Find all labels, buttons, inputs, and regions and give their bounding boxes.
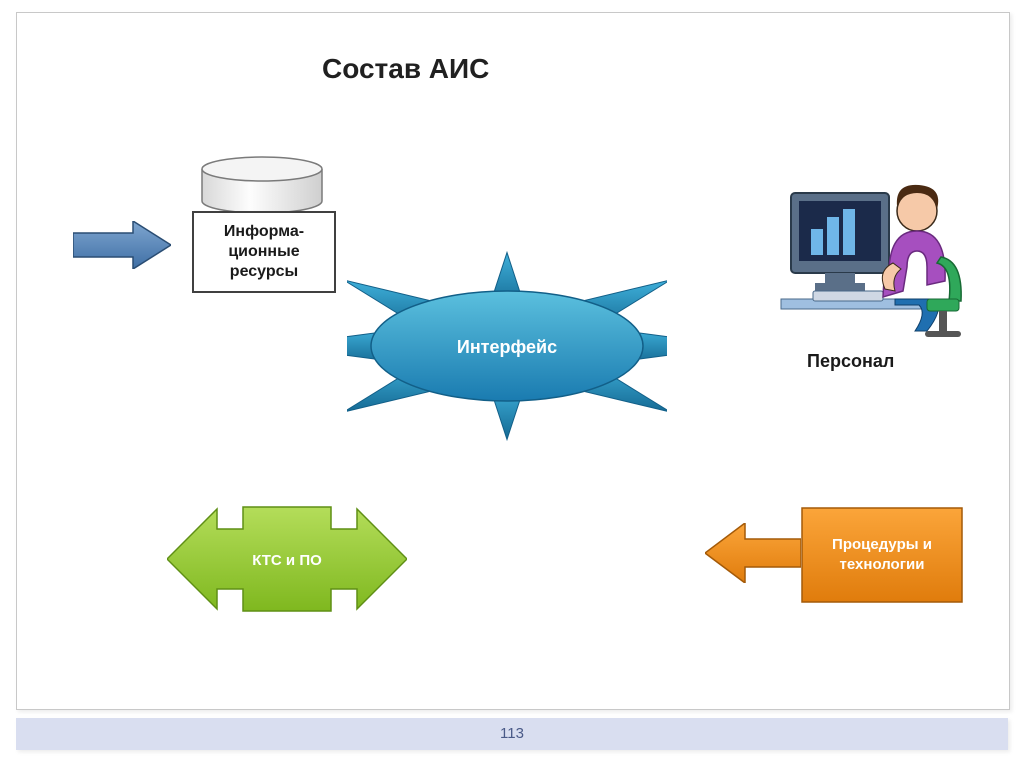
personnel-label: Персонал [807,351,894,372]
procedures-label: Процедуры и технологии [801,507,963,603]
cylinder-icon [192,155,332,215]
kts-po-shape: КТС и ПО [167,499,407,619]
procedures-arrow-icon [705,523,801,583]
input-arrow-icon [73,221,171,269]
slide-number: 113 [16,718,1008,750]
info-resources-group: Информа- ционные ресурсы [192,155,332,295]
interface-label: Интерфейс [457,337,557,357]
info-resources-label: Информа- ционные ресурсы [192,211,336,293]
personnel-graphic [777,171,967,346]
procedures-box: Процедуры и технологии [801,507,963,603]
interface-group: Интерфейс [347,233,667,459]
slide: Состав АИС Информа- ционные ре [16,12,1010,710]
kts-po-label: КТС и ПО [252,552,322,569]
slide-title: Состав АИС [322,53,489,85]
